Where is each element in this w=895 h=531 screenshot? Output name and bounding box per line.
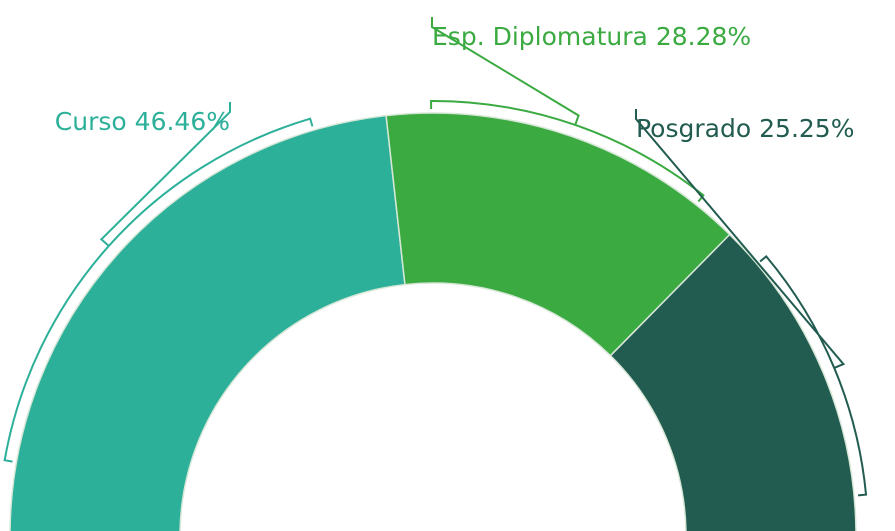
label-value: 28.28%: [656, 22, 751, 51]
slice: [9, 114, 406, 531]
slice: [385, 112, 731, 357]
leader-line: [3, 102, 314, 463]
slice: [609, 233, 857, 531]
data-label: Esp. Diplomatura 28.28%: [432, 22, 751, 51]
label-name: Curso: [55, 107, 127, 136]
label-name: Posgrado: [636, 114, 751, 143]
data-label: Curso 46.46%: [55, 107, 230, 136]
leader-line: [430, 17, 705, 203]
label-name: Esp. Diplomatura: [432, 22, 648, 51]
label-value: 25.25%: [759, 114, 854, 143]
label-value: 46.46%: [135, 107, 230, 136]
data-label: Posgrado 25.25%: [636, 114, 854, 143]
leader-line: [635, 109, 868, 497]
